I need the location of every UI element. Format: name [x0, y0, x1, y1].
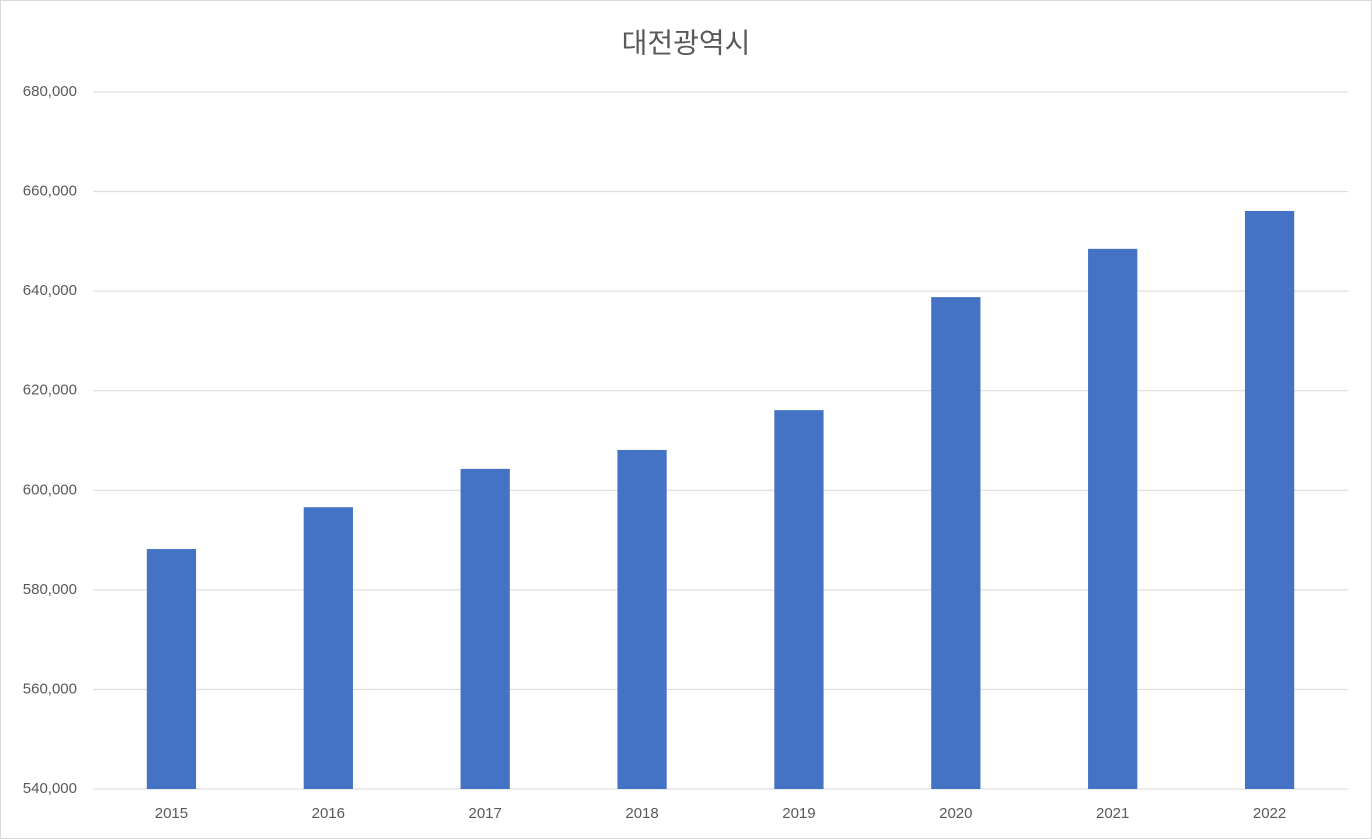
y-tick-label: 660,000 — [23, 183, 77, 200]
bar — [774, 410, 824, 789]
x-tick-label: 2017 — [469, 805, 502, 822]
x-tick-label: 2022 — [1253, 805, 1286, 822]
x-tick-label: 2018 — [625, 805, 658, 822]
x-tick-label: 2016 — [312, 805, 345, 822]
bar — [460, 468, 510, 789]
bar — [146, 549, 197, 789]
y-tick-label: 600,000 — [23, 481, 77, 498]
y-tick-label: 560,000 — [23, 680, 77, 697]
x-tick-label: 2019 — [782, 805, 815, 822]
bar — [931, 297, 981, 789]
y-tick-label: 680,000 — [23, 83, 77, 100]
bar — [1244, 210, 1295, 789]
y-tick-label: 580,000 — [23, 581, 77, 598]
x-tick-label: 2015 — [155, 805, 188, 822]
bar — [303, 507, 353, 789]
y-tick-label: 620,000 — [23, 382, 77, 399]
bar — [1088, 248, 1138, 789]
y-tick-label: 640,000 — [23, 282, 77, 299]
y-tick-label: 540,000 — [23, 780, 77, 797]
bar — [617, 449, 667, 789]
x-tick-label: 2021 — [1096, 805, 1129, 822]
chart-title: 대전광역시 — [622, 27, 751, 58]
x-tick-label: 2020 — [939, 805, 972, 822]
